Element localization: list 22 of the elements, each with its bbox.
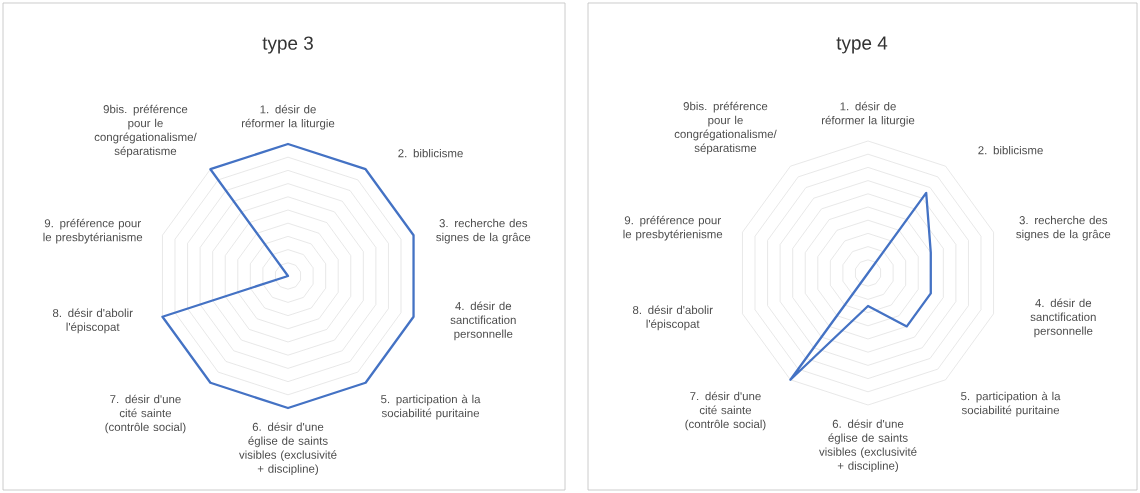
spoke-label: 5. participation à la sociabilité puritaine bbox=[381, 394, 481, 420]
spoke-label: 8. désir d'abolir l'épiscopat bbox=[632, 305, 713, 331]
spoke-label: 1. désir de réformer la liturgie bbox=[821, 101, 915, 127]
spoke-label: 3. recherche des signes de la grâce bbox=[436, 218, 531, 244]
spoke-label: 6. désir d'une église de saints visibles (exclusivité + discipline) bbox=[239, 422, 337, 476]
spoke-label: 5. participation à la sociabilité puritaine bbox=[961, 391, 1061, 417]
spoke-label: 7. désir d'une cité sainte (contrôle social) bbox=[685, 391, 766, 431]
spoke-label: 1. désir de réformer la liturgie bbox=[241, 104, 335, 130]
spoke-label: 9. préférence pour le presbytérianisme bbox=[43, 218, 143, 244]
spoke-label: 2. biblicisme bbox=[978, 145, 1043, 155]
spoke-label: 9bis. préférence pour le congrégationalisme/ séparatisme bbox=[94, 104, 197, 158]
spoke-label: 2. biblicisme bbox=[398, 148, 463, 158]
spoke-label: 9. préférence pour le presbytérienisme bbox=[623, 215, 723, 241]
spoke-label: 9bis. préférence pour le congrégationalisme/ séparatisme bbox=[674, 101, 777, 155]
spoke-label: 6. désir d'une église de saints visibles (exclusivité + discipline) bbox=[819, 419, 917, 473]
chart-title: type 3 bbox=[262, 36, 313, 54]
spoke-label: 4. désir de sanctification personnelle bbox=[450, 301, 516, 341]
spoke-label: 3. recherche des signes de la grâce bbox=[1016, 215, 1111, 241]
spoke-label: 8. désir d'abolir l'épiscopat bbox=[52, 308, 133, 334]
spoke-label: 7. désir d'une cité sainte (contrôle social) bbox=[105, 394, 186, 434]
spoke-label: 4. désir de sanctification personnelle bbox=[1030, 298, 1096, 338]
chart-title: type 4 bbox=[836, 36, 888, 54]
